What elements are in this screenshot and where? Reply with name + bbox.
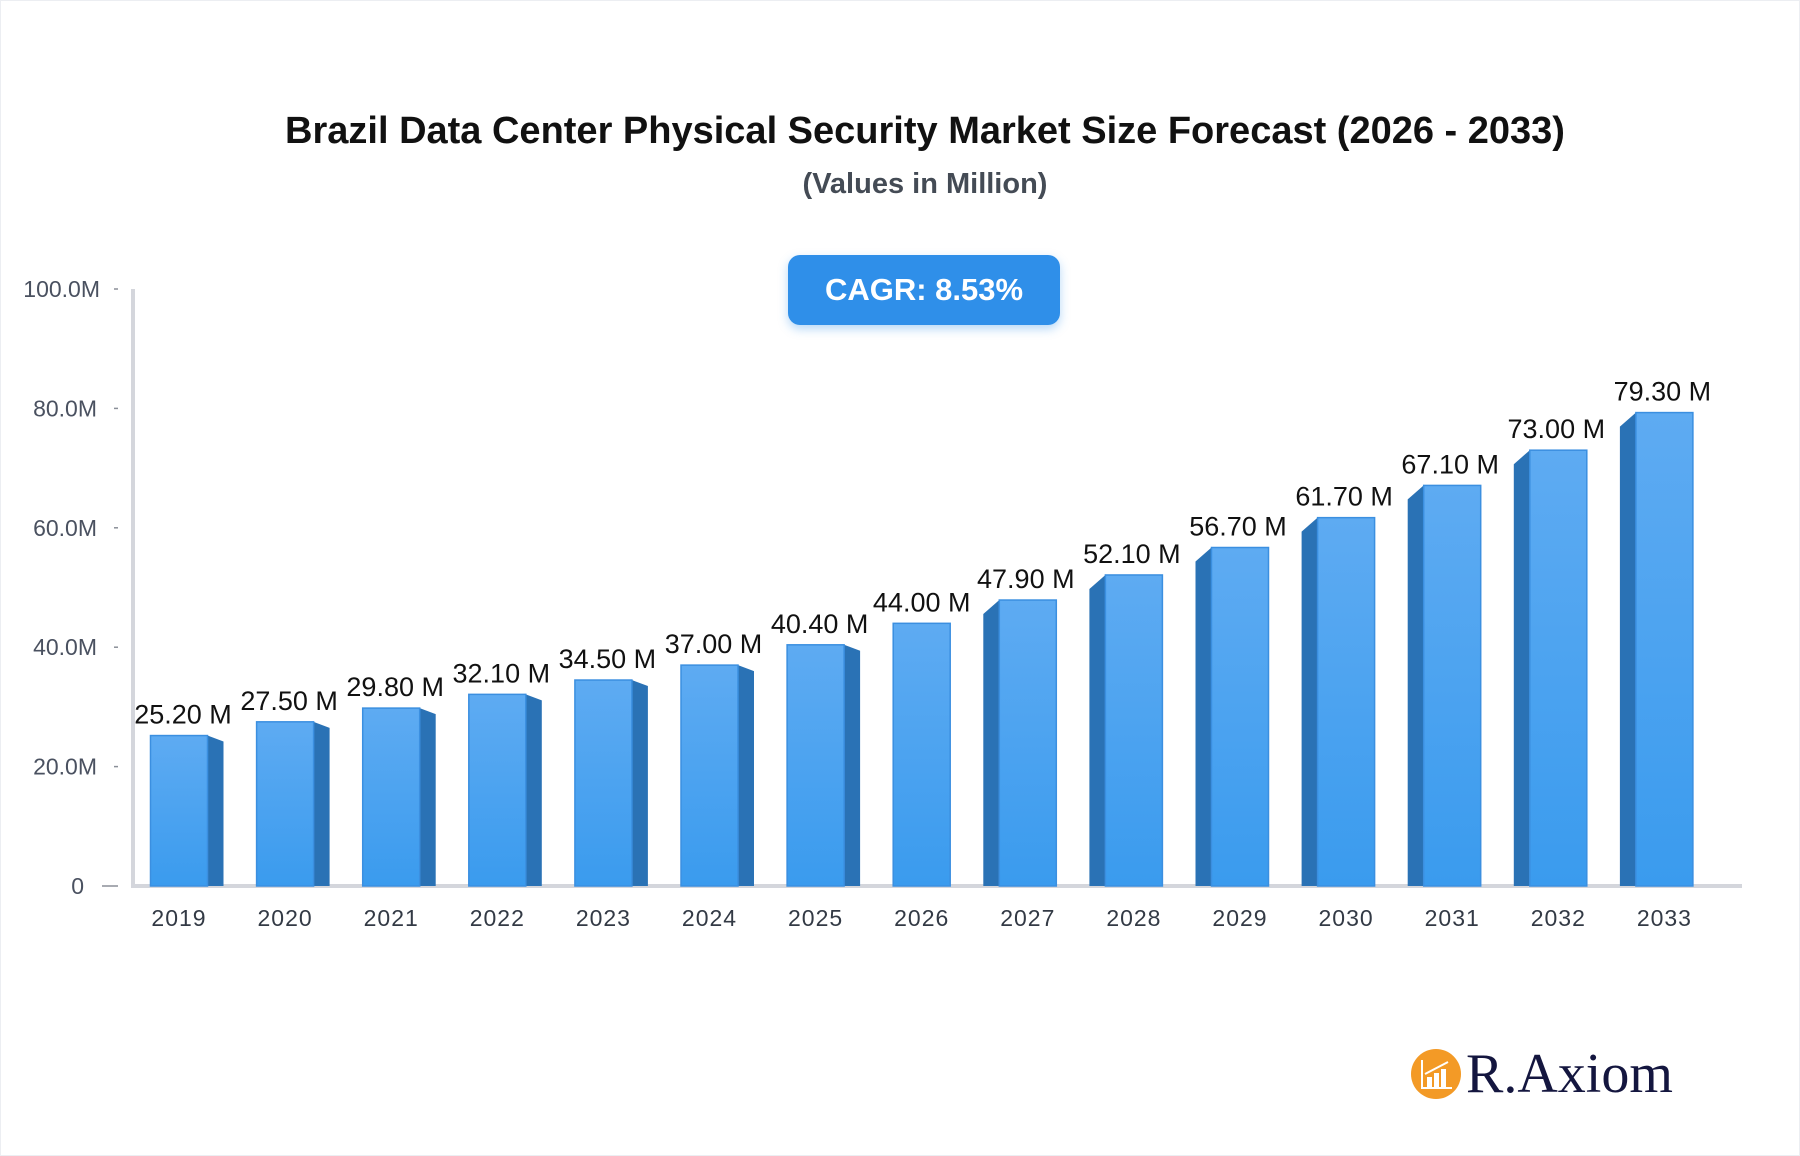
data-label: 47.90 M [977,564,1075,594]
x-tick-label: 2032 [1531,905,1586,931]
bar [680,664,739,887]
x-tick-label: 2033 [1637,905,1692,931]
data-label: 29.80 M [346,672,444,702]
bar-side [1301,517,1318,886]
bar-side [1089,574,1106,886]
data-label: 67.10 M [1401,449,1499,479]
bar [1422,484,1482,887]
bar-side [738,665,754,886]
bar-side [1195,547,1212,886]
y-tick-label: 40.0M [33,634,97,660]
x-tick-label: 2031 [1425,905,1480,931]
bar [255,721,315,887]
bar [361,707,421,887]
x-tick-label: 2020 [258,905,313,931]
cagr-badge: CAGR: 8.53% [788,255,1060,325]
bar [892,622,951,887]
data-label: 79.30 M [1614,377,1712,407]
data-label: 61.70 M [1295,482,1393,512]
logo: R.Axiom [1410,1042,1673,1106]
bar-side [207,735,224,886]
data-label: 56.70 M [1189,512,1287,542]
x-tick-label: 2027 [1000,905,1055,931]
bar [998,599,1058,887]
bar-side [983,600,1000,886]
chart-logo-icon [1411,1049,1461,1099]
x-tick-label: 2029 [1212,905,1267,931]
x-tick-label: 2028 [1106,905,1161,931]
bar-side [1619,412,1636,886]
bar-side [1513,450,1530,886]
x-tick-label: 2023 [576,905,631,931]
data-label: 34.50 M [559,644,657,674]
bar [468,693,527,887]
bar [1529,449,1588,887]
data-label: 32.10 M [453,658,551,688]
y-tick-label: 20.0M [33,754,97,780]
x-tick-label: 2030 [1319,905,1374,931]
bar-side [525,694,542,886]
data-label: 27.50 M [240,686,338,716]
bar-side [1407,485,1424,886]
bar-side [419,708,436,886]
data-label: 73.00 M [1508,414,1606,444]
chart-title: Brazil Data Center Physical Security Mar… [285,110,1565,152]
bar-side [631,680,648,886]
bar-side [313,721,330,886]
chart-subtitle: (Values in Million) [802,168,1048,200]
data-label: 40.40 M [771,609,869,639]
x-tick-label: 2021 [364,905,419,931]
x-tick-label: 2024 [682,905,737,931]
bar-side [844,644,861,886]
bar [1635,411,1694,887]
y-tick-label: 0 [71,873,84,899]
data-label: 25.20 M [134,700,232,730]
x-tick-label: 2025 [788,905,843,931]
y-tick-label: 60.0M [33,515,97,541]
bar [1104,574,1164,887]
x-tick-label: 2022 [470,905,525,931]
data-label: 52.10 M [1083,539,1181,569]
bar [1316,516,1376,887]
bar [1210,546,1270,887]
logo-text: R.Axiom [1466,1043,1673,1105]
bar [574,679,633,887]
x-tick-label: 2019 [151,905,206,931]
data-label: 44.00 M [873,587,971,617]
y-tick-label: 80.0M [33,395,97,421]
y-tick-label: 100.0M [23,276,100,302]
bar [786,644,845,887]
bar [149,734,209,887]
data-label: 37.00 M [665,629,763,659]
x-tick-label: 2026 [894,905,949,931]
